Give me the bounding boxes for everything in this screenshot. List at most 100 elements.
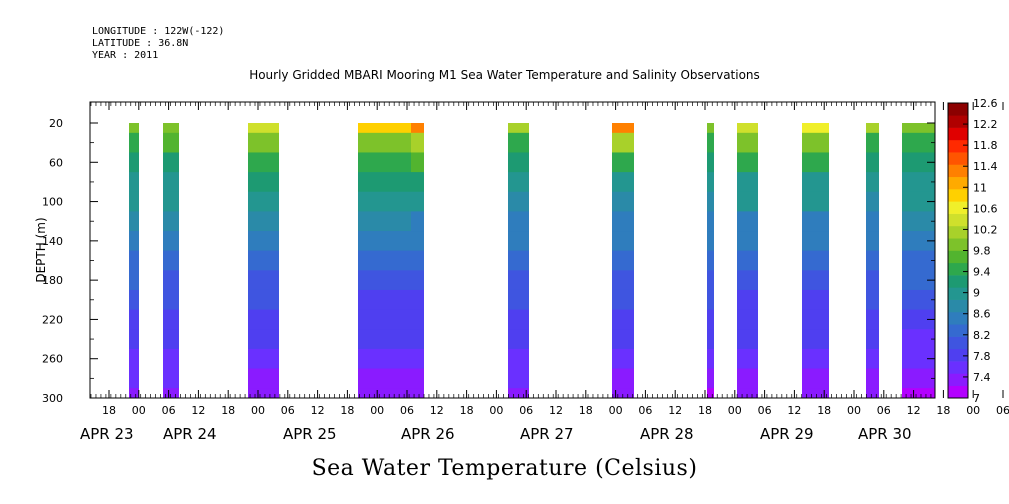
data-cell [866,348,879,370]
data-cell [129,368,139,389]
data-cell [802,231,829,252]
data-cell [866,250,879,271]
data-cell [902,270,935,291]
data-cell [737,123,758,134]
colorbar-swatch [948,299,968,313]
data-cell [802,132,829,153]
data-segments [129,123,935,399]
colorbar-tick-label: 11 [973,181,987,194]
data-cell [163,309,179,330]
data-cell [866,152,879,173]
colorbar-tick-label: 7.8 [973,350,991,363]
colorbar-swatch [948,311,968,325]
data-cell [612,348,634,370]
data-cell [612,329,634,350]
colorbar-tick-label: 7.4 [973,371,991,384]
data-cell [612,191,634,212]
data-cell [508,348,529,370]
data-cell [707,250,714,271]
data-cell [902,309,935,330]
data-cell [707,309,714,330]
data-cell [802,250,829,271]
data-cell [866,211,879,232]
data-cell [737,289,758,311]
data-cell [737,309,758,330]
data-cell [612,123,634,134]
data-cell [358,270,411,291]
data-cell [358,132,411,153]
data-cell [707,152,714,173]
colorbar-tick-label: 10.6 [973,202,998,215]
data-cell [612,152,634,173]
data-cell [802,172,829,193]
data-cell [163,152,179,173]
data-cell [411,329,424,350]
data-cell [612,289,634,311]
data-cell [707,132,714,153]
data-cell [163,329,179,350]
colorbar-tick-label: 8.6 [973,308,991,321]
data-cell [866,123,879,134]
x-hour-tick-label: 18 [340,404,354,417]
y-tick-label: 100 [42,196,63,209]
data-cell [707,368,714,389]
data-cell [737,270,758,291]
colorbar-swatch [948,201,968,214]
data-cell [707,270,714,291]
data-cell [866,329,879,350]
data-cell [358,250,411,271]
data-cell [707,348,714,370]
data-cell [411,123,424,134]
data-cell [707,191,714,212]
colorbar-tick-label: 11.4 [973,160,998,173]
data-cell [358,211,411,232]
colorbar-swatch [948,213,968,227]
data-cell [508,152,529,173]
x-day-label: APR 25 [283,425,337,443]
plot-frame [89,101,936,399]
data-cell [802,289,829,311]
x-hour-tick-label: 00 [489,404,503,417]
x-hour-tick-label: 06 [877,404,891,417]
data-cell [411,132,424,153]
data-cell [902,132,935,153]
data-segment [411,123,424,399]
data-cell [358,309,411,330]
x-hour-tick-label: 00 [847,404,861,417]
data-cell [248,388,279,399]
x-hour-tick-label: 06 [996,404,1009,417]
data-cell [737,329,758,350]
data-cell [163,211,179,232]
data-cell [129,152,139,173]
data-cell [612,368,634,389]
plot-title: Hourly Gridded MBARI Mooring M1 Sea Wate… [249,68,760,82]
data-cell [358,231,411,252]
data-segment [707,123,714,399]
colorbar-swatch [948,336,968,350]
data-cell [737,231,758,252]
data-cell [612,250,634,271]
data-cell [411,191,424,212]
colorbar-swatch [948,373,968,387]
data-segment [248,123,279,399]
x-hour-tick-label: 18 [817,404,831,417]
y-axis-label: DEPTH (m) [34,217,48,282]
data-cell [248,123,279,134]
x-hour-tick-label: 18 [936,404,950,417]
x-hour-tick-label: 06 [519,404,533,417]
data-cell [163,270,179,291]
data-cell [902,250,935,271]
data-cell [902,368,935,389]
data-cell [248,289,279,311]
data-cell [802,368,829,389]
axes: 18 00 06 12 18 00 06 12 18 00 06 12 18 00 06 12 18 00 06 12… [34,101,1009,443]
x-hour-tick-label: 12 [549,404,563,417]
data-cell [707,329,714,350]
data-cell [508,329,529,350]
data-cell [902,211,935,232]
data-cell [612,388,634,399]
x-hour-tick-label: 12 [668,404,682,417]
colorbar-swatch [948,127,968,141]
data-cell [358,123,411,134]
data-cell [129,289,139,311]
